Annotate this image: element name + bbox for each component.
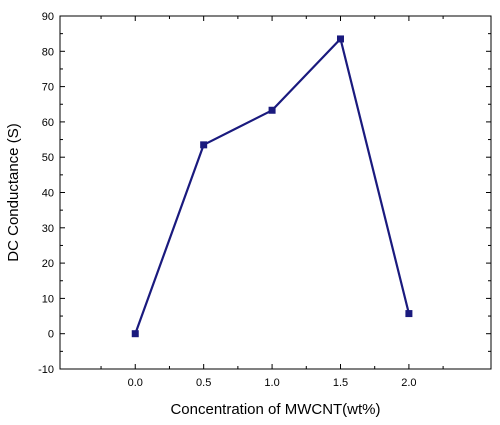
y-tick-label: -10 <box>38 364 54 376</box>
y-tick-label: 50 <box>42 152 54 164</box>
y-tick-label: 40 <box>42 188 54 200</box>
y-tick-label: 30 <box>42 223 54 235</box>
data-point-marker <box>200 141 208 149</box>
y-tick-label: 90 <box>42 11 54 23</box>
x-axis-ticks: 0.0 0.5 1.0 1.5 2.0 <box>100 16 444 389</box>
x-tick-label: 1.5 <box>333 377 348 389</box>
x-tick-label: 0.5 <box>196 377 211 389</box>
plot-area: -10 0 10 20 30 40 50 60 70 80 90 0.0 0.5 1.0 1.5 2.0 <box>38 11 492 389</box>
data-point-marker <box>131 330 139 338</box>
x-axis-title: Concentration of MWCNT(wt%) <box>170 401 380 418</box>
y-axis-ticks: -10 0 10 20 30 40 50 60 70 80 90 <box>38 11 491 376</box>
data-point-marker <box>268 106 276 114</box>
x-tick-label: 1.0 <box>264 377 279 389</box>
y-tick-label: 70 <box>42 82 54 94</box>
series-layer <box>131 35 413 338</box>
x-tick-label: 2.0 <box>401 377 416 389</box>
data-point-marker <box>336 35 344 43</box>
y-tick-label: 80 <box>42 46 54 58</box>
x-tick-label: 0.0 <box>128 377 143 389</box>
y-tick-label: 0 <box>48 329 54 341</box>
y-tick-label: 20 <box>42 258 54 270</box>
y-axis-title: DC Conductance (S) <box>5 123 22 261</box>
data-point-marker <box>405 310 413 318</box>
y-tick-label: 10 <box>42 293 54 305</box>
y-tick-label: 60 <box>42 117 54 129</box>
